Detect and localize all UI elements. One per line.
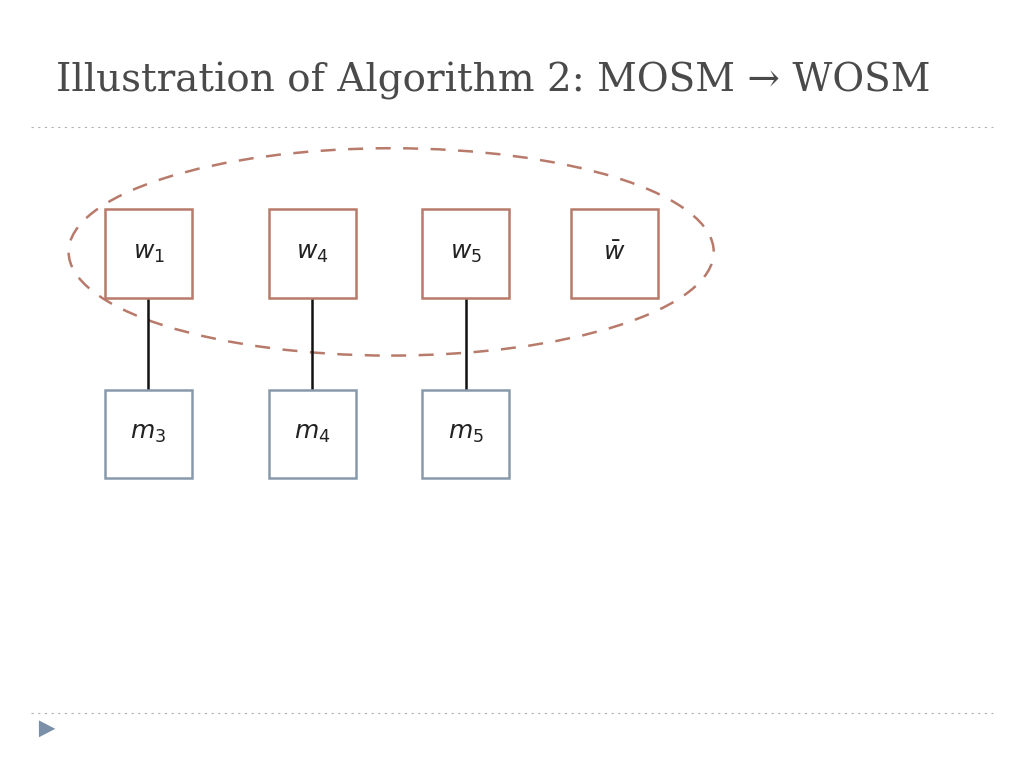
Text: $w_4$: $w_4$ (296, 242, 329, 265)
FancyBboxPatch shape (423, 209, 510, 297)
Text: $w_5$: $w_5$ (450, 242, 482, 265)
Polygon shape (39, 720, 55, 737)
Text: $w_1$: $w_1$ (132, 242, 165, 265)
FancyBboxPatch shape (423, 390, 510, 478)
FancyBboxPatch shape (571, 209, 657, 297)
FancyBboxPatch shape (268, 390, 356, 478)
Text: $m_5$: $m_5$ (447, 422, 484, 445)
Text: $m_3$: $m_3$ (130, 422, 167, 445)
FancyBboxPatch shape (104, 209, 193, 297)
Text: $\bar{w}$: $\bar{w}$ (603, 242, 626, 265)
FancyBboxPatch shape (268, 209, 356, 297)
Text: Illustration of Algorithm 2: MOSM → WOSM: Illustration of Algorithm 2: MOSM → WOSM (56, 61, 931, 100)
FancyBboxPatch shape (104, 390, 193, 478)
Text: $m_4$: $m_4$ (294, 422, 331, 445)
